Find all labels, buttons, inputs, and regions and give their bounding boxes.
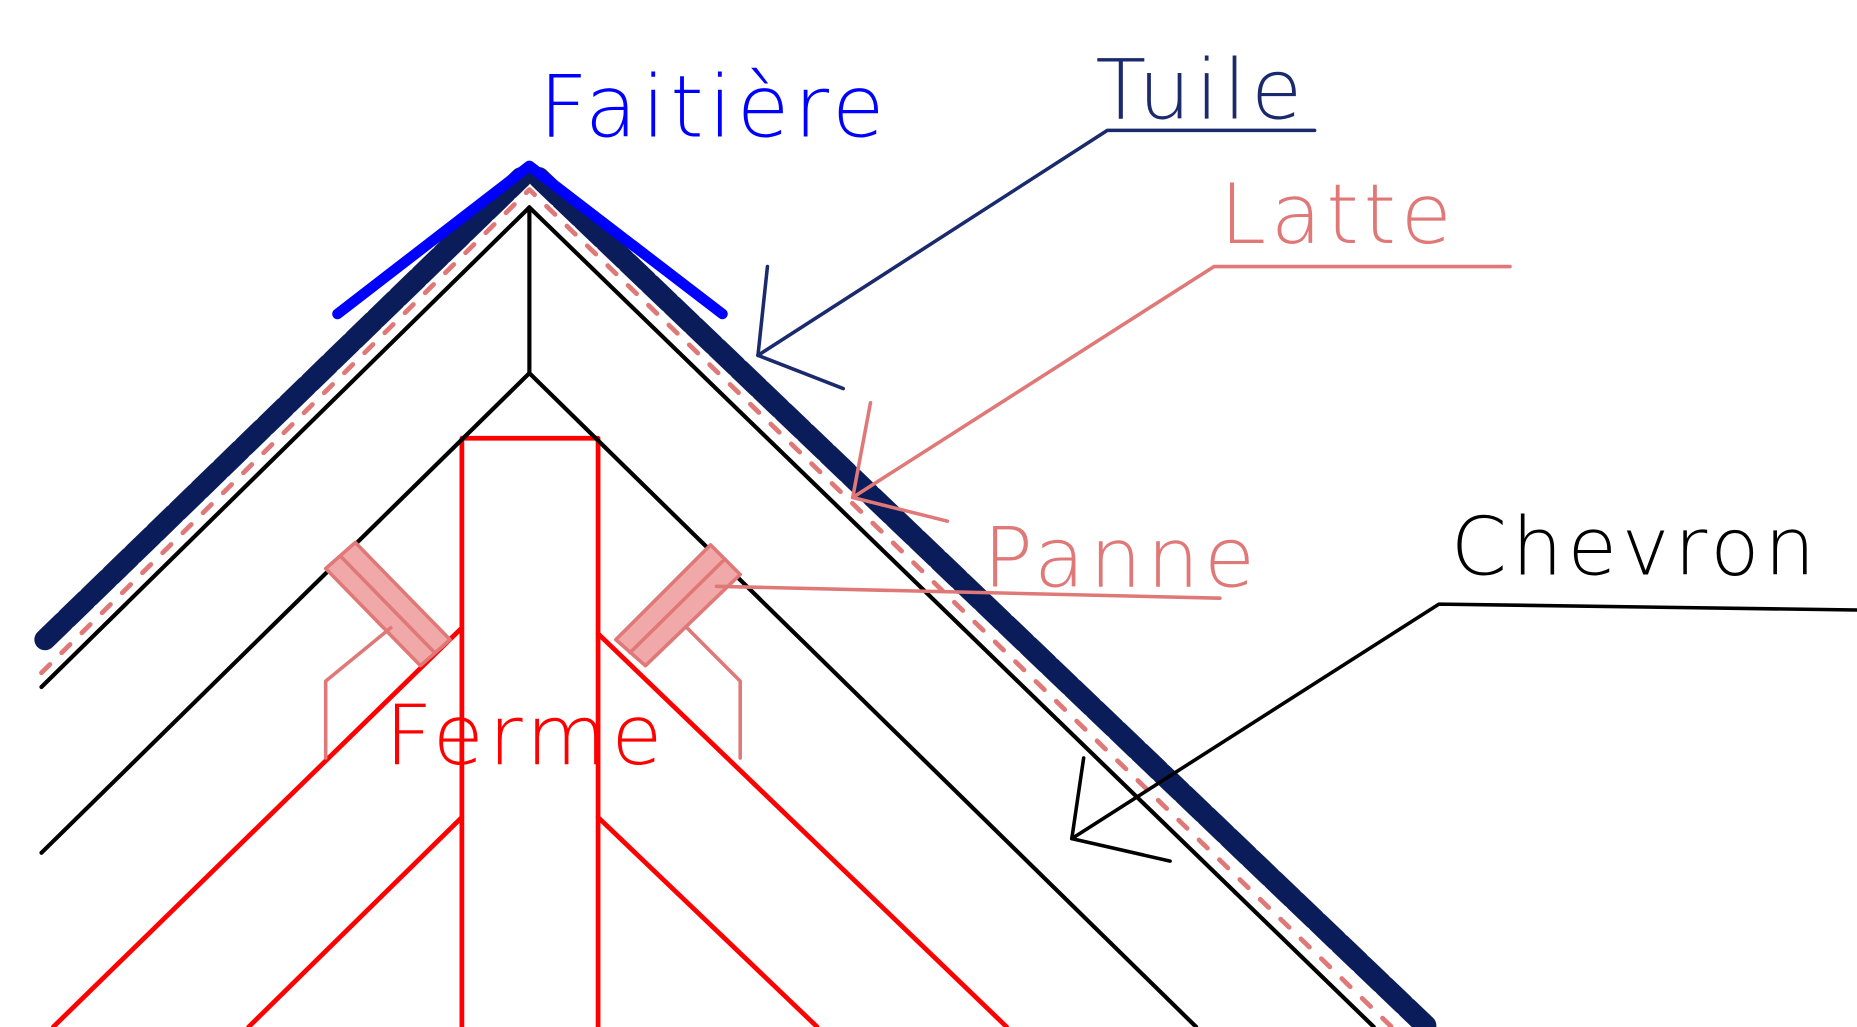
latte-leader xyxy=(850,264,1512,523)
chevron-lines xyxy=(39,205,1376,1027)
faitiere-ridge xyxy=(332,160,728,320)
label-ferme: Ferme xyxy=(385,687,667,784)
label-faitiere: Faitière xyxy=(539,58,889,157)
latte-line xyxy=(39,187,1394,1027)
chevron-leader xyxy=(1070,602,1857,863)
label-panne: Panne xyxy=(983,509,1260,606)
ferme-structure xyxy=(50,435,1010,1027)
panne-leader xyxy=(714,584,1222,600)
tuile-leader xyxy=(756,128,1317,391)
label-chevron: Chevron xyxy=(1451,499,1820,593)
label-tuile: Tuile xyxy=(1095,42,1306,139)
pannes xyxy=(323,540,742,760)
label-latte: Latte xyxy=(1220,166,1457,263)
tuile-band xyxy=(34,167,1438,1027)
